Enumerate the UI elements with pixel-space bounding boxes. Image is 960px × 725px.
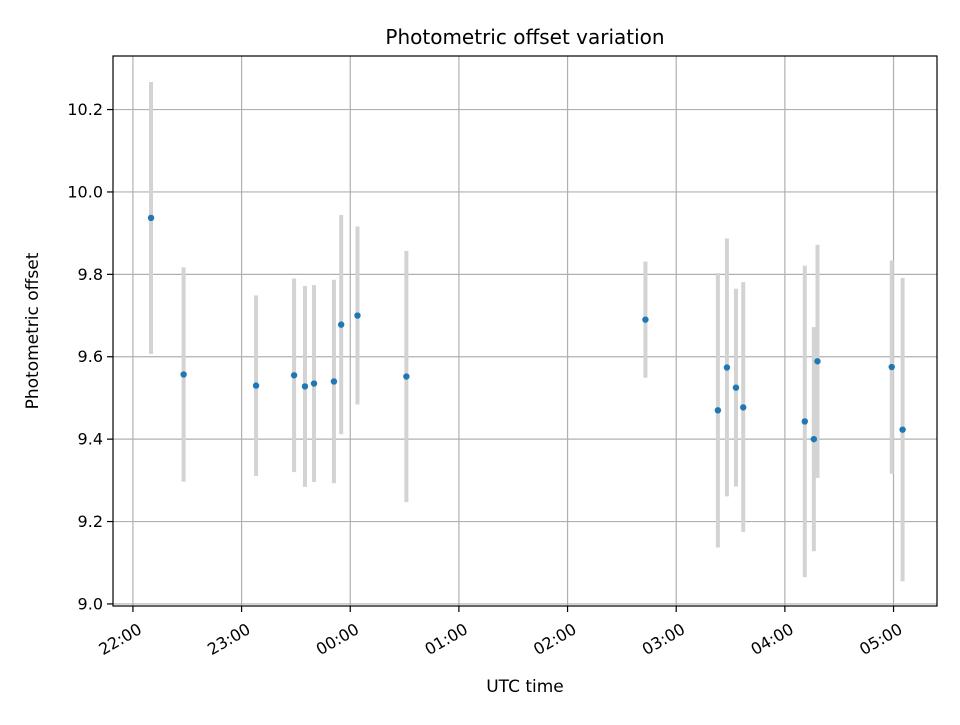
data-point [252, 382, 260, 389]
data-point [290, 372, 298, 379]
data-point [801, 418, 808, 425]
y-tick-label: 9.2 [78, 512, 103, 531]
y-tick-label: 9.0 [78, 594, 103, 613]
marker-layer [147, 214, 906, 443]
x-axis-label: UTC time [486, 677, 564, 697]
data-point [899, 426, 906, 433]
data-point [732, 384, 740, 391]
data-point [814, 358, 821, 365]
data-point [147, 214, 155, 222]
chart-title: Photometric offset variation [385, 25, 664, 49]
data-point [723, 364, 731, 371]
data-point [642, 316, 649, 323]
y-tick-label: 9.4 [78, 430, 103, 449]
y-tick-label: 10.2 [67, 100, 103, 119]
plot-frame [112, 55, 938, 607]
y-tick-label: 10.0 [67, 182, 103, 201]
y-tick-label: 9.8 [78, 265, 103, 284]
data-point [810, 435, 818, 443]
data-point [714, 407, 722, 414]
data-point [354, 312, 361, 319]
grid-layer [113, 56, 937, 606]
data-point [337, 321, 345, 328]
y-tick-label: 9.6 [78, 347, 103, 366]
data-point [888, 363, 895, 371]
data-point [310, 380, 318, 387]
data-point [330, 378, 338, 385]
y-axis-label: Photometric offset [23, 252, 43, 409]
data-point [403, 373, 410, 380]
data-point [301, 383, 309, 390]
data-point [740, 404, 747, 411]
data-point [180, 371, 187, 378]
